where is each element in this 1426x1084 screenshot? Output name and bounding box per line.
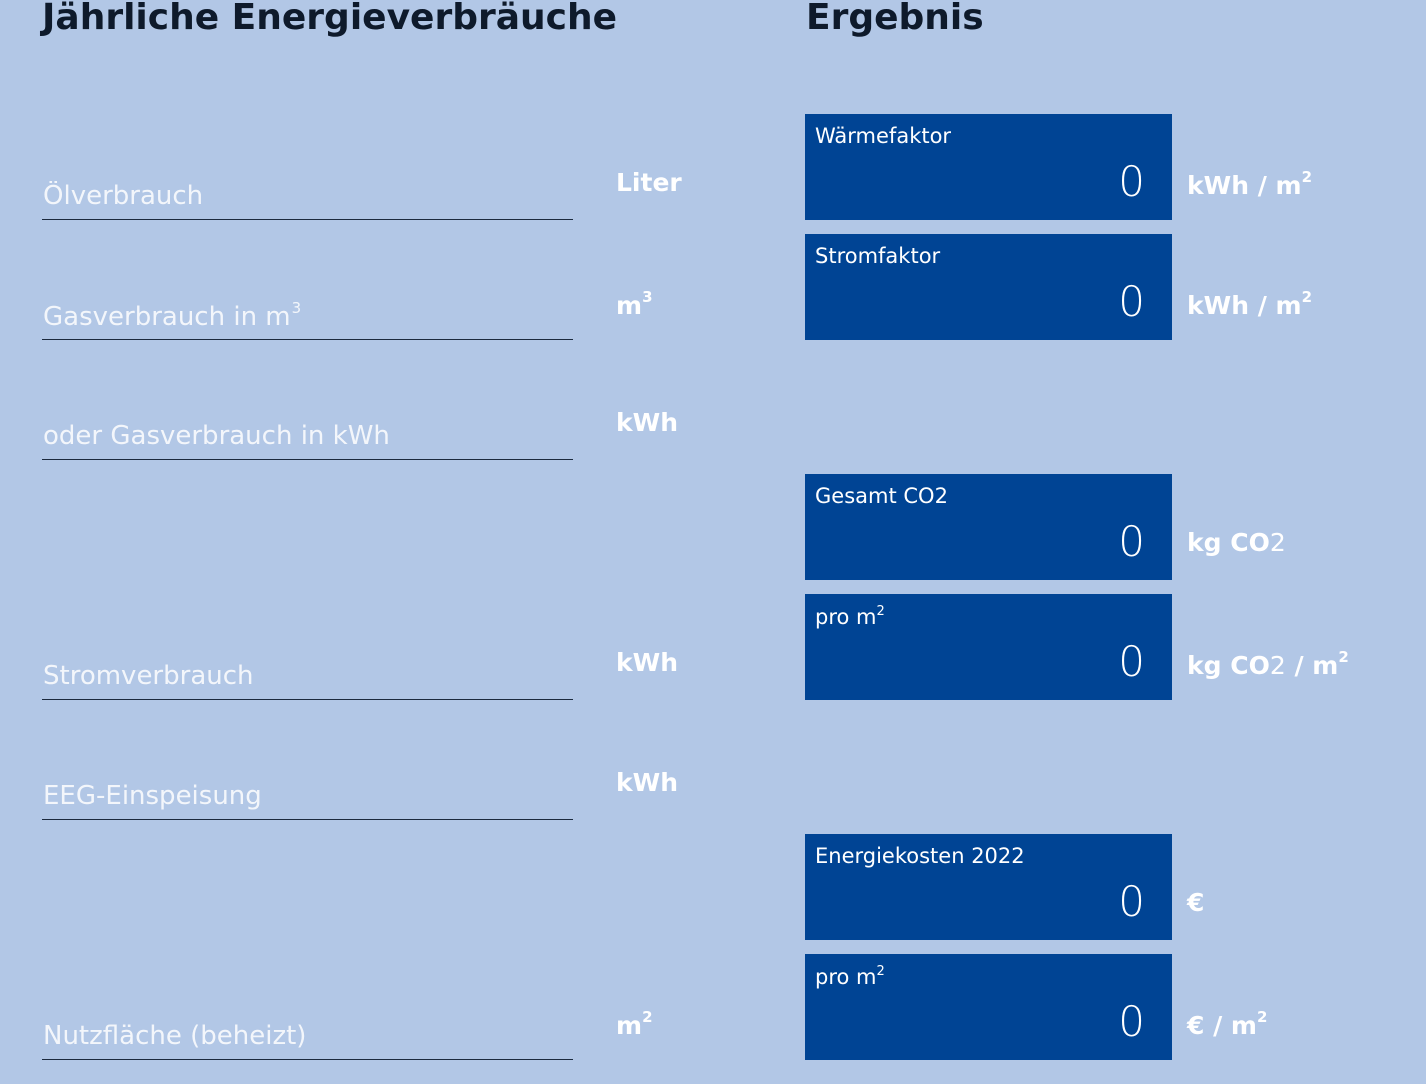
energy-cost-box: Energiekosten 2022 0: [805, 834, 1172, 940]
eeg-feed-in-input[interactable]: [42, 763, 573, 819]
energy-cost-value: 0: [1118, 877, 1145, 926]
result-heading: Ergebnis: [806, 0, 984, 38]
gas-kwh-unit-label: kWh: [616, 408, 678, 437]
total-co2-unit: kg CO2: [1187, 528, 1286, 557]
co2-per-m2-box: pro m2 0: [805, 594, 1172, 700]
total-co2-value: 0: [1118, 517, 1145, 566]
heated-area-input[interactable]: [42, 1003, 573, 1059]
co2-per-m2-value: 0: [1118, 637, 1145, 686]
cost-per-m2-label: pro m2: [815, 964, 885, 989]
power-consumption-input[interactable]: [42, 643, 573, 699]
heat-factor-unit: kWh / m2: [1187, 168, 1313, 200]
co2-per-m2-label: pro m2: [815, 604, 885, 629]
cost-per-m2-box: pro m2 0: [805, 954, 1172, 1060]
gas-kwh-consumption-field: [42, 402, 573, 460]
energy-cost-unit: €: [1187, 888, 1205, 917]
cost-per-m2-unit: € / m2: [1187, 1008, 1268, 1040]
heated-area-field: [42, 1002, 573, 1060]
oil-consumption-input[interactable]: [42, 163, 573, 219]
energy-consumption-heading: Jährliche Energieverbräuche: [42, 0, 618, 38]
gas-m3-consumption-input[interactable]: [42, 283, 573, 339]
power-factor-box: Stromfaktor 0: [805, 234, 1172, 340]
oil-consumption-field: [42, 162, 573, 220]
power-unit-label: kWh: [616, 648, 678, 677]
eeg-unit-label: kWh: [616, 768, 678, 797]
power-factor-unit: kWh / m2: [1187, 288, 1313, 320]
gas-kwh-consumption-input[interactable]: [42, 403, 573, 459]
area-unit-label: m2: [616, 1008, 653, 1040]
oil-unit-label: Liter: [616, 168, 682, 197]
gas-m3-unit-label: m3: [616, 288, 653, 320]
gas-m3-consumption-field: Gasverbrauch in m3: [42, 282, 573, 340]
heat-factor-box: Wärmefaktor 0: [805, 114, 1172, 220]
co2-per-m2-unit: kg CO2 / m2: [1187, 648, 1349, 680]
energy-cost-label: Energiekosten 2022: [815, 844, 1025, 868]
power-consumption-field: [42, 642, 573, 700]
eeg-feed-in-field: [42, 762, 573, 820]
total-co2-box: Gesamt CO2 0: [805, 474, 1172, 580]
power-factor-label: Stromfaktor: [815, 244, 941, 268]
heat-factor-value: 0: [1118, 157, 1145, 206]
cost-per-m2-value: 0: [1118, 997, 1145, 1046]
total-co2-label: Gesamt CO2: [815, 484, 948, 508]
power-factor-value: 0: [1118, 277, 1145, 326]
heat-factor-label: Wärmefaktor: [815, 124, 952, 148]
